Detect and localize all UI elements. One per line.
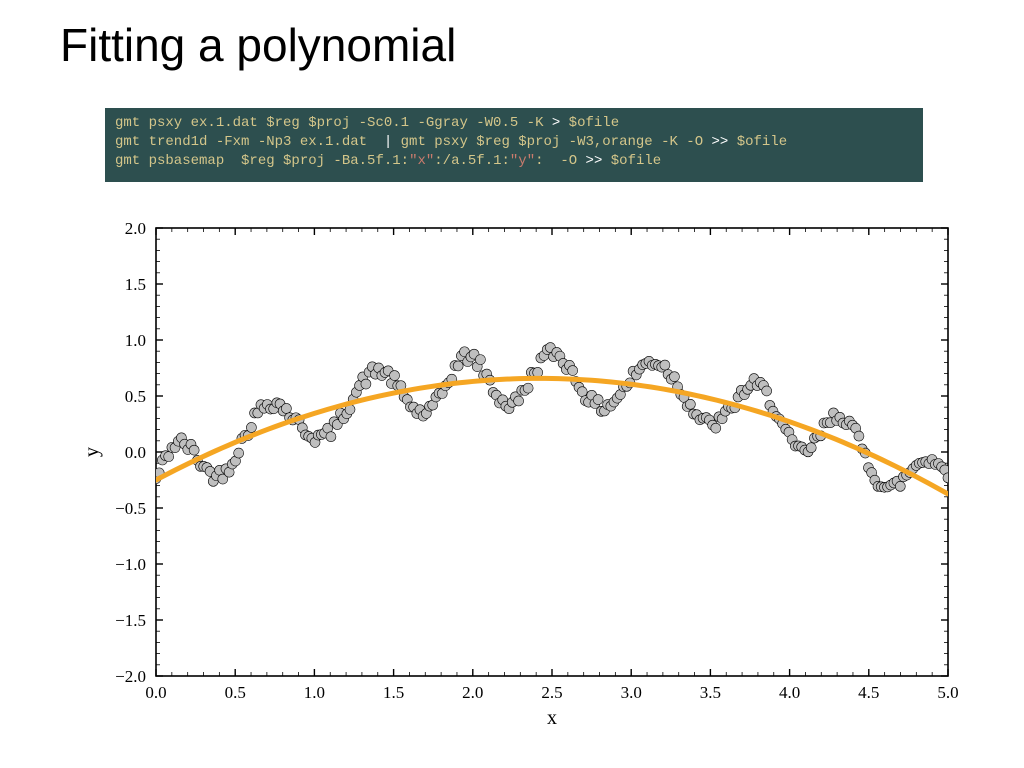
- page-title: Fitting a polynomial: [60, 18, 456, 72]
- svg-text:1.0: 1.0: [304, 683, 325, 702]
- svg-text:3.0: 3.0: [621, 683, 642, 702]
- svg-text:0.0: 0.0: [145, 683, 166, 702]
- svg-text:0.5: 0.5: [225, 683, 246, 702]
- svg-text:3.5: 3.5: [700, 683, 721, 702]
- svg-text:0.0: 0.0: [125, 443, 146, 462]
- svg-text:−1.5: −1.5: [115, 611, 146, 630]
- svg-text:−2.0: −2.0: [115, 667, 146, 686]
- chart: 0.0 0.5 1.0 1.5 2.0 2.5 3.0 3.5 4.0 4.5 5.0 −2.0 −1.…: [60, 212, 960, 732]
- svg-text:4.5: 4.5: [858, 683, 879, 702]
- svg-text:0.5: 0.5: [125, 387, 146, 406]
- svg-text:1.5: 1.5: [125, 275, 146, 294]
- code-block: gmt psxy ex.1.dat $reg $proj -Sc0.1 -Ggr…: [105, 108, 923, 182]
- svg-text:y: y: [81, 447, 103, 457]
- svg-text:5.0: 5.0: [937, 683, 958, 702]
- svg-text:2.0: 2.0: [462, 683, 483, 702]
- svg-text:−0.5: −0.5: [115, 499, 146, 518]
- svg-text:1.5: 1.5: [383, 683, 404, 702]
- svg-text:2.5: 2.5: [541, 683, 562, 702]
- svg-text:x: x: [547, 707, 557, 729]
- svg-text:2.0: 2.0: [125, 219, 146, 238]
- svg-text:1.0: 1.0: [125, 331, 146, 350]
- svg-text:−1.0: −1.0: [115, 555, 146, 574]
- svg-text:4.0: 4.0: [779, 683, 800, 702]
